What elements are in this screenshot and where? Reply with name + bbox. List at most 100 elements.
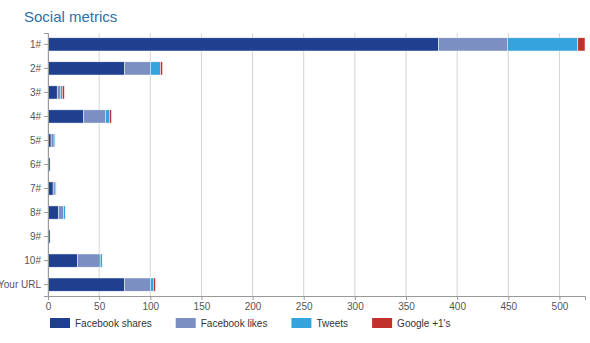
legend-item: Facebook likes <box>176 318 268 329</box>
tick-label: 150 <box>194 301 211 312</box>
bar <box>84 110 105 123</box>
bar <box>153 278 155 291</box>
tick-mark <box>201 296 202 300</box>
tick-mark <box>355 296 356 300</box>
tick-mark <box>44 116 48 117</box>
tick: Your URL <box>0 279 48 290</box>
bar <box>51 134 54 147</box>
tick-label: 200 <box>245 301 262 312</box>
bar <box>63 206 65 219</box>
bar <box>50 230 51 243</box>
axis-line <box>44 34 49 297</box>
tick-mark <box>457 296 458 300</box>
bar <box>58 206 63 219</box>
legend-swatch <box>50 318 70 328</box>
grid-line <box>457 33 458 296</box>
bar <box>53 182 55 195</box>
title: Social metrics <box>24 8 117 25</box>
tick-label: 50 <box>94 301 106 312</box>
bar <box>57 86 60 99</box>
tick-label: 2# <box>30 63 42 74</box>
tick-mark <box>150 296 151 300</box>
tick-label: 3# <box>30 87 42 98</box>
legend-item: Tweets <box>291 318 348 329</box>
bar <box>55 134 56 147</box>
tick-label: 5# <box>30 135 42 146</box>
tick-label: 1# <box>30 39 42 50</box>
series <box>62 38 585 291</box>
grid-line <box>354 33 355 296</box>
legend-label: Tweets <box>316 318 348 329</box>
tick: 50 <box>94 296 106 312</box>
tick-label: Your URL <box>0 279 41 290</box>
bar <box>56 182 57 195</box>
series <box>54 38 578 291</box>
legend-label: Google +1's <box>397 318 450 329</box>
tick-mark <box>253 296 254 300</box>
bar <box>48 62 125 75</box>
tick: 150 <box>194 296 211 312</box>
tick-label: 250 <box>296 301 313 312</box>
bar <box>48 206 58 219</box>
bar <box>102 254 103 267</box>
tick: 5# <box>30 135 48 146</box>
tick-mark <box>44 260 48 261</box>
bar <box>65 206 66 219</box>
bar <box>125 62 151 75</box>
tick: 2# <box>30 63 48 74</box>
grid-line <box>303 33 304 296</box>
chart: Social metrics05010015020025030035040045… <box>0 0 590 343</box>
tick: 4# <box>30 111 48 122</box>
bar <box>50 158 51 171</box>
bar <box>48 278 125 291</box>
bar <box>100 254 102 267</box>
tick-label: 400 <box>449 301 466 312</box>
tick-mark <box>44 68 48 69</box>
tick-mark <box>508 296 509 300</box>
tick: 7# <box>30 183 48 194</box>
tick-mark <box>99 296 100 300</box>
bar <box>578 38 585 51</box>
bar <box>507 38 578 51</box>
tick-mark <box>304 296 305 300</box>
tick: 200 <box>245 296 262 312</box>
y-axis: 1# 2# 3# 4# 5# 6# 7# 8# 9# 10# Your URL <box>0 34 49 297</box>
grid-line <box>252 33 253 296</box>
tick: 8# <box>30 207 48 218</box>
tick: 9# <box>30 231 48 242</box>
tick: 10# <box>24 255 48 266</box>
bar <box>54 134 55 147</box>
tick-label: 500 <box>552 301 569 312</box>
axis-line <box>49 297 586 301</box>
bar <box>105 110 109 123</box>
bar <box>161 62 163 75</box>
series <box>48 38 439 291</box>
bar <box>150 62 160 75</box>
grid-line <box>559 33 560 296</box>
legend: Facebook shares Facebook likes Tweets Googl… <box>50 318 450 329</box>
bar <box>62 86 64 99</box>
tick-label: 300 <box>347 301 364 312</box>
bar <box>60 86 62 99</box>
tick-mark <box>44 164 48 165</box>
tick-mark <box>44 284 48 285</box>
tick: 250 <box>296 296 313 312</box>
legend-swatch <box>291 318 311 328</box>
bar <box>50 230 51 243</box>
tick-label: 9# <box>30 231 42 242</box>
tick: 0 <box>46 296 52 312</box>
legend-item: Google +1's <box>372 318 450 329</box>
bar <box>48 110 84 123</box>
tick-mark <box>44 188 48 189</box>
legend-swatch <box>176 318 196 328</box>
tick: 6# <box>30 159 48 170</box>
tick-label: 8# <box>30 207 42 218</box>
tick: 300 <box>347 296 364 312</box>
legend-item: Facebook shares <box>50 318 152 329</box>
tick: 450 <box>500 296 517 312</box>
tick-mark <box>44 236 48 237</box>
bar <box>50 158 51 171</box>
legend-label: Facebook shares <box>75 318 152 329</box>
tick-mark <box>44 140 48 141</box>
tick-label: 0 <box>46 301 52 312</box>
